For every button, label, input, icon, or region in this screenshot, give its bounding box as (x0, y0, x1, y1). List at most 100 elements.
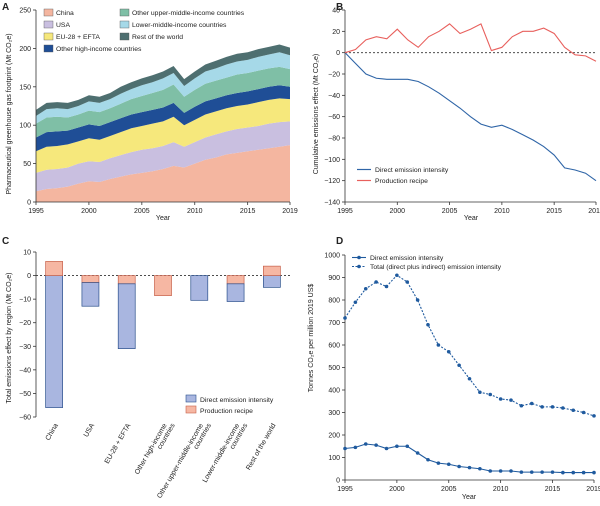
panel-c-bars (45, 261, 281, 408)
point-d-1 (540, 405, 544, 409)
panel-c-legend: Direct emission intensity Production reci… (185, 394, 274, 415)
y-tick-label: 700 (328, 320, 340, 327)
y-tick-label: 500 (328, 365, 340, 372)
legend-label-d-0: Direct emission intensity (370, 255, 444, 262)
point-d-1 (405, 280, 410, 284)
bar-recipe (263, 265, 281, 276)
legend-swatch-usa (43, 20, 54, 29)
area-other_upper_middle (36, 66, 290, 138)
point-d-1 (467, 376, 472, 381)
line-recipe (344, 23, 597, 62)
legend-marker-d-0 (357, 255, 361, 260)
point-d-0 (353, 445, 358, 450)
x-tick-label: 2019 (282, 208, 298, 215)
x-tick-label: 2010 (494, 208, 510, 215)
legend-label-lower_middle: Lower-middle-income countries (132, 22, 227, 29)
point-d-1 (384, 284, 389, 289)
y-tick-label: 200 (328, 433, 340, 440)
legend-label-recipe: Production recipe (375, 178, 428, 185)
x-tick-label: 2005 (442, 208, 458, 215)
y-tick-label: −40 (328, 93, 340, 100)
y-tick-label: −120 (324, 178, 340, 185)
legend-swatch-bar_direct (185, 394, 197, 403)
legend-label-rest: Rest of the world (132, 34, 183, 41)
y-tick-label: −100 (324, 157, 340, 164)
legend-swatch-lower_middle (119, 20, 130, 29)
category-label: USA (83, 422, 96, 438)
point-d-0 (343, 446, 347, 451)
point-d-1 (343, 316, 347, 320)
y-tick-label: −20 (19, 320, 31, 327)
point-d-1 (478, 390, 482, 395)
point-d-1 (571, 408, 576, 413)
y-tick-label: −60 (19, 415, 31, 422)
legend-label-usa: USA (56, 22, 70, 29)
point-d-0 (498, 469, 503, 473)
area-lower_middle (36, 52, 290, 124)
point-d-0 (405, 444, 410, 449)
panel-d-legend: Direct emission intensity Total (direct p… (352, 255, 502, 271)
bar-direct (45, 275, 63, 408)
y-tick-label: −30 (19, 344, 31, 351)
y-tick-label: 800 (328, 298, 340, 305)
x-tick-label: 1995 (337, 486, 353, 493)
point-d-0 (561, 470, 565, 475)
x-tick-label: 2000 (390, 208, 406, 215)
y-tick-label: 50 (23, 161, 31, 168)
point-d-0 (478, 466, 482, 471)
y-tick-label: −40 (19, 367, 31, 374)
bar-recipe (45, 261, 63, 276)
y-tick-label: 600 (328, 343, 340, 350)
legend-swatch-other_upper_middle (119, 8, 130, 17)
panel-d-ylabel: Tonnes CO₂e per million 2019 US$ (308, 284, 315, 393)
panel-a: A 0 50 100 150 200 250 1995 2000 2005 2010 2015 201… (2, 2, 298, 222)
point-d-0 (426, 457, 430, 462)
point-d-0 (509, 469, 513, 473)
point-d-1 (529, 401, 534, 406)
y-tick-label: 900 (328, 275, 340, 282)
legend-label-other_upper_middle: Other upper-middle-income countries (132, 10, 245, 17)
panel-d: D 0 100 200 300 400 500 600 700 800 900 1000 1995 20… (308, 236, 600, 501)
x-tick-label: 2015 (545, 486, 561, 493)
point-d-0 (592, 470, 596, 475)
point-d-1 (426, 322, 430, 327)
panel-a-ylabel: Pharmaceutical greenhouse gas footprint … (6, 33, 13, 194)
y-tick-label: 300 (328, 410, 340, 417)
legend-label-bar_recipe: Production recipe (200, 408, 253, 415)
bar-recipe (117, 275, 136, 285)
bar-recipe (81, 275, 100, 283)
legend-label-other_high: Other high-income countries (56, 46, 142, 53)
category-label: China (45, 422, 60, 441)
legend-label-bar_direct: Direct emission intensity (200, 397, 274, 404)
panel-a-legend: China USA EU-28 + EFTA Other high-income co… (43, 8, 245, 53)
x-tick-label: 2019 (586, 486, 600, 493)
area-china (36, 145, 290, 202)
point-d-0 (446, 462, 451, 467)
point-d-1 (498, 397, 503, 401)
point-d-1 (374, 280, 378, 284)
area-usa (36, 121, 290, 192)
area-other_high (36, 85, 290, 152)
category-label: Other high-income (134, 422, 169, 475)
point-d-1 (436, 343, 441, 347)
line-direct (344, 52, 597, 182)
legend-marker-d-1 (357, 264, 361, 269)
point-d-0 (488, 469, 493, 473)
x-tick-label: 2000 (389, 486, 405, 493)
y-tick-label: 100 (19, 123, 31, 130)
point-d-1 (519, 403, 524, 408)
x-tick-label: 2019 (588, 208, 600, 215)
bar-recipe (226, 275, 245, 285)
legend-label-direct: Direct emission intensity (375, 167, 449, 174)
area-rest (36, 44, 290, 116)
panel-b-ylabel: Cumulative emissions effect (Mt CO₂e) (313, 54, 320, 174)
point-d-0 (550, 470, 555, 474)
bar-recipe (154, 275, 172, 296)
y-tick-label: −140 (324, 200, 340, 207)
category-label: EU-28 + EFTA (104, 422, 133, 465)
x-tick-label: 2010 (187, 208, 203, 215)
point-d-1 (592, 414, 596, 418)
y-tick-label: 250 (19, 8, 31, 15)
